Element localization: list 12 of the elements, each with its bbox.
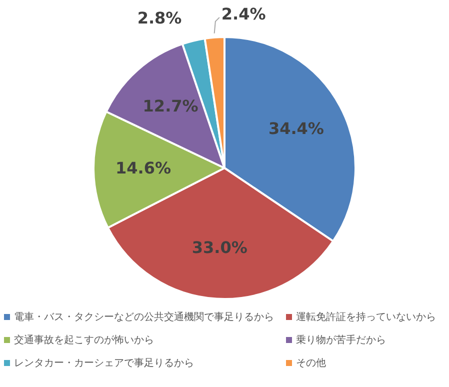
legend-label: 電車・バス・タクシーなどの公共交通機関で事足りるから [13, 310, 275, 324]
legend-label: 交通事故を起こすのが怖いから [13, 334, 155, 347]
data-label: 2.8% [137, 8, 182, 28]
legend-label: 運転免許証を持っていないから [295, 310, 437, 324]
legend-label: その他 [295, 357, 327, 370]
legend-label: 乗り物が苦手だから [295, 334, 387, 347]
data-label: 14.6% [116, 158, 172, 178]
legend-label: レンタカー・カーシェアで事足りるから [13, 356, 195, 370]
data-label: 34.4% [268, 119, 324, 138]
data-label: 2.4% [221, 4, 266, 24]
data-label: 12.7% [142, 96, 198, 116]
data-label: 33.0% [192, 238, 248, 258]
